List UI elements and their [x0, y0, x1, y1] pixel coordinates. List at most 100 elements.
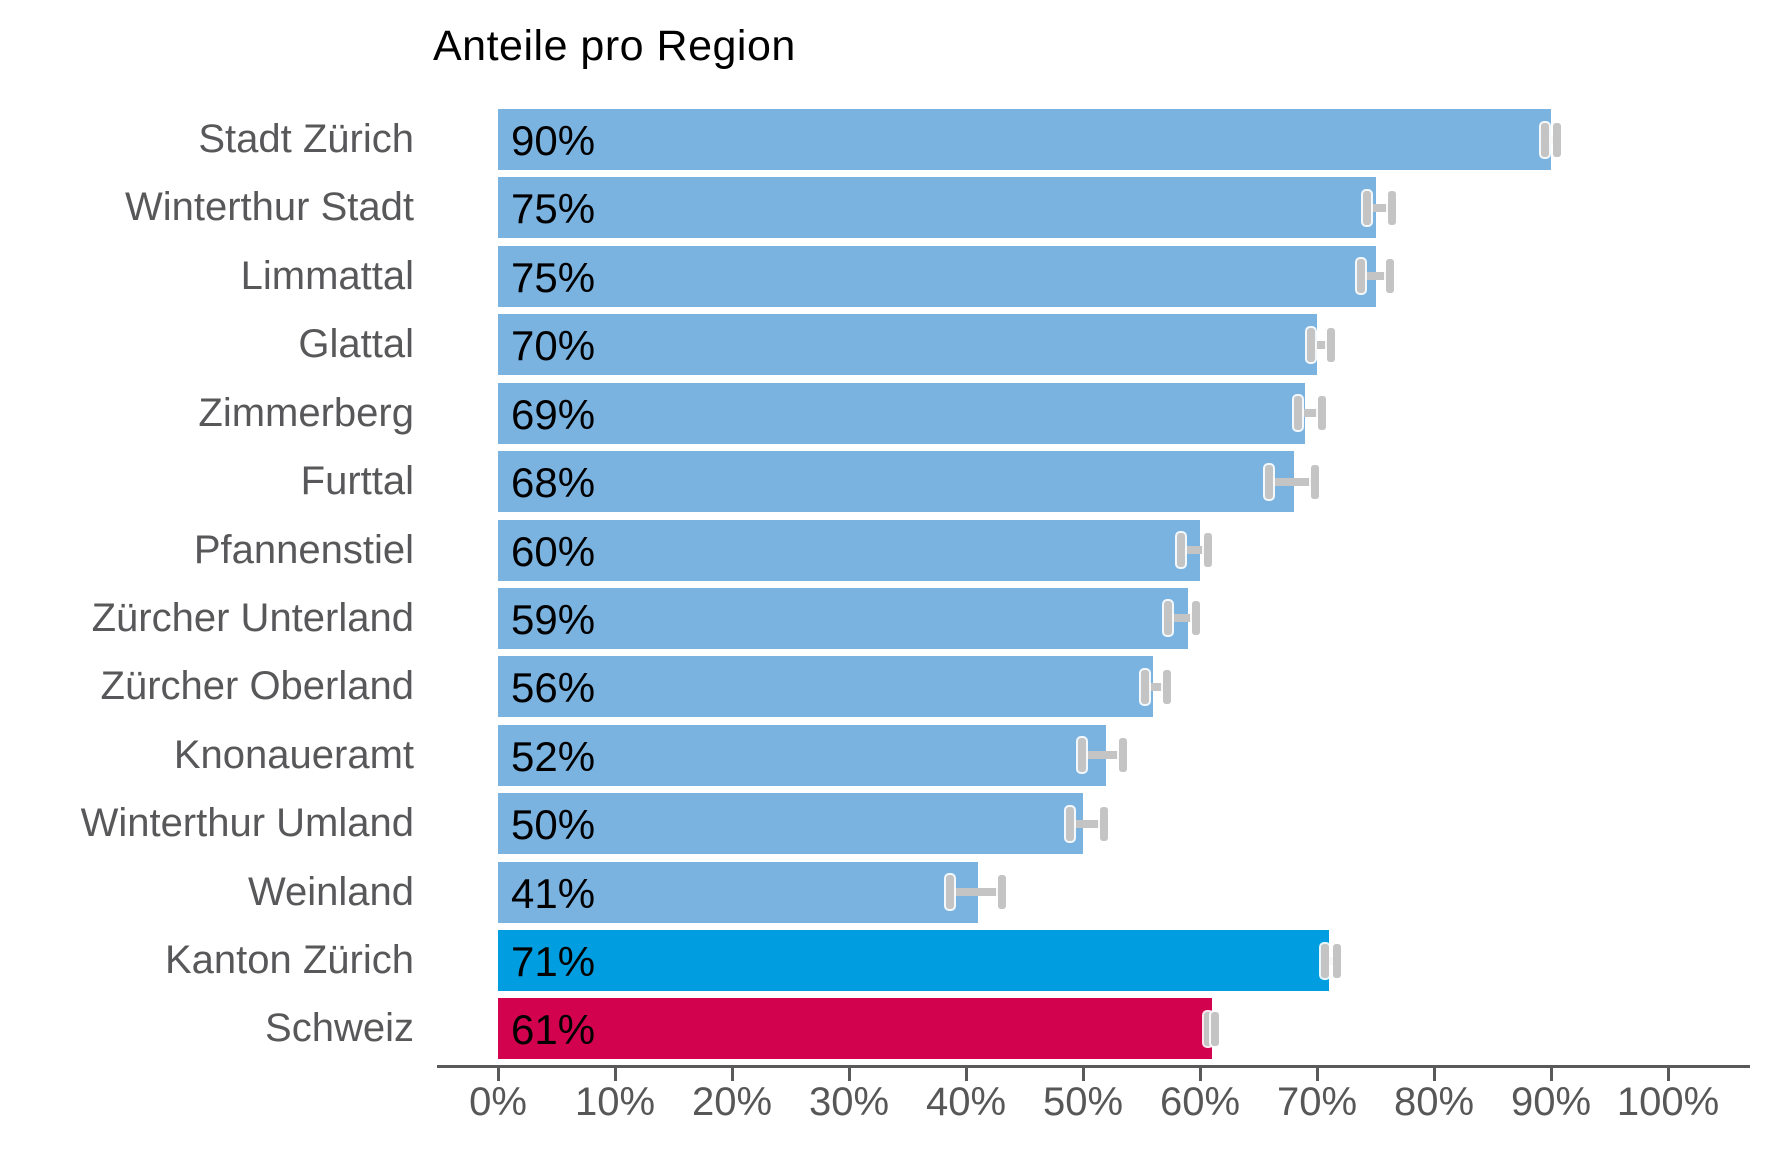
- x-axis-tick: [1198, 1068, 1202, 1081]
- error-bar-cap-right: [998, 875, 1007, 910]
- error-bar: [1541, 122, 1561, 157]
- error-bar-cap-left: [1265, 464, 1274, 499]
- x-axis-line: [437, 1065, 1750, 1068]
- chart-title: Anteile pro Region: [433, 22, 796, 70]
- category-label: Schweiz: [265, 1006, 414, 1051]
- error-bar-cap-right: [1327, 327, 1336, 362]
- error-bar-cap-right: [1163, 669, 1172, 704]
- x-axis-tick: [496, 1068, 500, 1081]
- bar: [498, 793, 1083, 855]
- value-label: 61%: [511, 1006, 596, 1054]
- x-axis-tick: [964, 1068, 968, 1081]
- x-axis-tick: [1432, 1068, 1436, 1081]
- error-bar-cap-right: [1332, 943, 1341, 978]
- error-bar: [1307, 327, 1336, 362]
- category-label: Weinland: [247, 869, 414, 914]
- error-bar: [1265, 464, 1319, 499]
- error-bar-cap-right: [1211, 1011, 1220, 1046]
- error-bar: [1141, 669, 1172, 704]
- value-label: 60%: [511, 527, 596, 575]
- value-label: 59%: [511, 595, 596, 643]
- error-bar-connector: [1325, 956, 1337, 965]
- error-bar-connector: [1545, 135, 1557, 144]
- category-label: Zimmerberg: [198, 390, 414, 435]
- x-axis-tick-label: 70%: [1276, 1080, 1358, 1124]
- x-axis-tick-label: 50%: [1042, 1080, 1124, 1124]
- error-bar-cap-right: [1310, 464, 1319, 499]
- error-bar: [1357, 259, 1394, 294]
- error-bar-cap-left: [1204, 1011, 1213, 1046]
- value-label: 75%: [511, 185, 596, 233]
- error-bar-cap-left: [1164, 601, 1173, 636]
- value-label: 50%: [511, 801, 596, 849]
- category-label: Winterthur Umland: [80, 801, 414, 846]
- error-bar-cap-left: [1294, 396, 1303, 431]
- x-axis-tick-label: 30%: [808, 1080, 890, 1124]
- x-axis-tick: [1315, 1068, 1319, 1081]
- error-bar-cap-right: [1387, 190, 1396, 225]
- category-label: Pfannenstiel: [193, 527, 414, 572]
- error-bar-connector: [1311, 340, 1332, 349]
- value-label: 70%: [511, 322, 596, 370]
- error-bar-connector: [1367, 203, 1392, 212]
- value-label: 90%: [511, 117, 596, 164]
- error-bar-cap-left: [1077, 738, 1086, 773]
- bar: [498, 177, 1376, 239]
- x-axis-tick: [1081, 1068, 1085, 1081]
- x-axis-tick: [730, 1068, 734, 1081]
- x-axis-tick-label: 80%: [1393, 1080, 1475, 1124]
- error-bar-cap-left: [1177, 533, 1186, 568]
- bar: [498, 314, 1317, 376]
- x-axis-tick-label: 0%: [469, 1080, 527, 1124]
- error-bar: [1077, 738, 1127, 773]
- value-label: 75%: [511, 253, 596, 301]
- category-label: Glattal: [298, 322, 414, 367]
- error-bar: [1164, 601, 1201, 636]
- error-bar-cap-left: [1321, 943, 1330, 978]
- error-bar-cap-right: [1118, 738, 1127, 773]
- bar: [498, 724, 1107, 786]
- category-label: Knonaueramt: [173, 732, 414, 777]
- x-axis-tick-label: 20%: [691, 1080, 773, 1124]
- error-bar-cap-left: [1307, 327, 1316, 362]
- category-label: Zürcher Unterland: [91, 595, 414, 640]
- error-bar: [1204, 1011, 1220, 1046]
- error-bar-connector: [1298, 409, 1322, 418]
- error-bar-connector: [1081, 751, 1123, 760]
- x-axis-tick-label: 10%: [574, 1080, 656, 1124]
- error-bar-connector: [1070, 819, 1105, 828]
- category-label: Kanton Zürich: [164, 938, 414, 983]
- error-bar-connector: [1361, 272, 1390, 281]
- error-bar-cap-left: [945, 875, 954, 910]
- category-label: Limmattal: [240, 253, 414, 298]
- x-axis-tick: [847, 1068, 851, 1081]
- x-axis-tick-label: 40%: [925, 1080, 1007, 1124]
- value-label: 56%: [511, 664, 596, 712]
- category-label: Zürcher Oberland: [100, 664, 414, 709]
- category-label: Furttal: [300, 459, 414, 504]
- x-axis-tick: [613, 1068, 617, 1081]
- x-axis-tick-label: 90%: [1510, 1080, 1592, 1124]
- error-bar: [1066, 806, 1109, 841]
- value-label: 41%: [511, 869, 596, 917]
- error-bar-cap-right: [1100, 806, 1109, 841]
- error-bar: [1363, 190, 1396, 225]
- bar: [498, 861, 978, 923]
- value-label: 68%: [511, 459, 596, 507]
- value-label: 69%: [511, 390, 596, 438]
- bar: [498, 587, 1189, 649]
- category-label: Winterthur Stadt: [124, 185, 414, 230]
- error-bar-connector: [949, 888, 1003, 897]
- value-label: 52%: [511, 732, 596, 780]
- error-bar-cap-left: [1357, 259, 1366, 294]
- error-bar: [945, 875, 1007, 910]
- error-bar-connector: [1269, 477, 1315, 486]
- error-bar-connector: [1181, 546, 1209, 555]
- bar: [498, 930, 1329, 992]
- error-bar-cap-left: [1066, 806, 1075, 841]
- error-bar-cap-right: [1317, 396, 1326, 431]
- bar: [498, 998, 1212, 1060]
- error-bar-cap-right: [1552, 122, 1561, 157]
- error-bar: [1294, 396, 1326, 431]
